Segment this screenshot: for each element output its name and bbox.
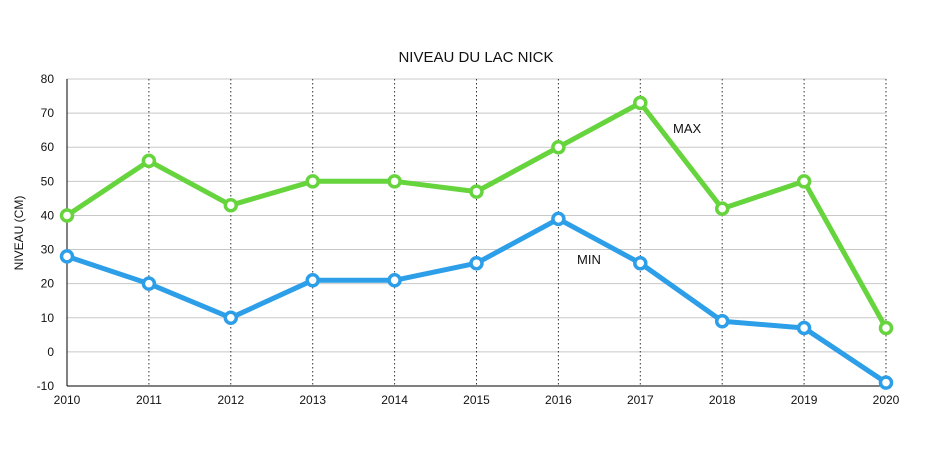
x-tick-label: 2017 — [627, 393, 654, 407]
grid — [66, 78, 887, 387]
y-tick-label: 40 — [41, 208, 55, 222]
data-point-min — [469, 255, 484, 271]
x-axis-ticks: 2010 2011 2012 2013 2014 2015 2016 2017 2018 2019… — [54, 393, 900, 407]
data-point-max — [141, 153, 157, 169]
data-point-max — [387, 174, 402, 189]
x-tick-label: 2012 — [217, 393, 244, 407]
data-point-max — [878, 320, 894, 336]
y-tick-label: 50 — [41, 174, 55, 188]
y-tick-label: -10 — [37, 379, 55, 393]
x-tick-label: 2013 — [299, 393, 326, 407]
data-point-min — [223, 310, 239, 326]
data-point-min — [59, 249, 75, 264]
series-label-min: MIN — [577, 252, 601, 267]
y-tick-label: 20 — [41, 277, 55, 291]
y-axis-ticks: 80 70 60 50 40 30 20 10 0 -10 — [37, 72, 55, 393]
data-point-max — [796, 174, 812, 189]
series-lines — [64, 100, 889, 386]
data-point-max — [714, 201, 730, 216]
data-point-min — [796, 320, 812, 336]
data-point-max — [59, 208, 75, 223]
x-tick-label: 2014 — [381, 393, 408, 407]
data-point-min — [387, 273, 402, 288]
y-tick-label: 30 — [41, 243, 55, 257]
data-point-max — [551, 139, 566, 155]
data-point-min — [141, 276, 157, 291]
chart-title: NIVEAU DU LAC NICK — [398, 49, 553, 66]
data-point-min — [714, 313, 730, 329]
y-tick-label: 10 — [41, 311, 55, 325]
x-tick-label: 2020 — [873, 393, 900, 407]
y-axis-title: NIVEAU (CM) — [12, 196, 26, 271]
data-point-max — [469, 184, 484, 199]
x-tick-label: 2018 — [709, 393, 736, 407]
x-tick-label: 2019 — [791, 393, 818, 407]
x-tick-label: 2016 — [545, 393, 572, 407]
data-point-min — [878, 375, 894, 390]
data-point-min — [633, 255, 648, 271]
data-point-min — [305, 273, 320, 288]
data-point-max — [305, 174, 320, 189]
series-label-max: MAX — [673, 121, 702, 136]
y-tick-label: 60 — [41, 140, 55, 154]
y-tick-label: 70 — [41, 106, 55, 120]
x-tick-label: 2010 — [54, 393, 81, 407]
y-tick-label: 0 — [47, 345, 54, 359]
x-tick-label: 2011 — [136, 393, 162, 407]
x-tick-label: 2015 — [463, 393, 490, 407]
data-point-min — [551, 211, 566, 227]
y-tick-label: 80 — [41, 72, 55, 86]
series-points — [59, 95, 894, 390]
data-point-max — [633, 95, 648, 111]
data-point-max — [223, 197, 239, 213]
